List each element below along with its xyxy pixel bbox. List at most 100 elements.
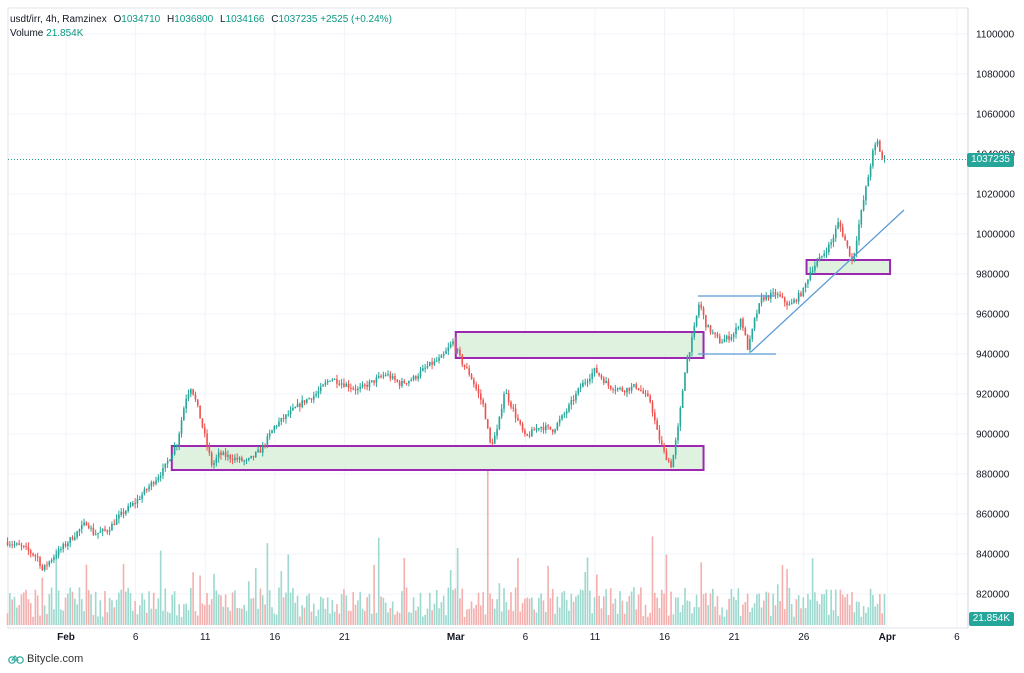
volume-badge: 21.854K (968, 612, 1014, 626)
candle-body (220, 452, 222, 455)
candle-body (640, 389, 642, 391)
candle-body (352, 388, 355, 390)
y-tick-label: 940000 (976, 350, 1010, 361)
volume-bar (728, 598, 730, 625)
volume-bar (431, 610, 433, 625)
volume-bar (828, 614, 830, 625)
candle-body (758, 303, 761, 314)
candle-body (217, 452, 220, 458)
candle-body (865, 186, 867, 201)
candle-body (737, 327, 740, 329)
candle-body (533, 429, 535, 431)
ohlc-line: usdt/irr, 4h, Ramzinex O1034710 H1036800… (10, 14, 392, 25)
candle-body (763, 297, 765, 300)
volume-bar (248, 581, 250, 625)
candle-body (375, 377, 378, 383)
volume-bar (190, 588, 192, 625)
low-value: 1034166 (225, 14, 265, 25)
candle-body (633, 384, 635, 387)
candle-body (816, 261, 819, 266)
x-tick-label: Mar (447, 632, 465, 643)
candle-body (651, 402, 654, 413)
candle-body (839, 222, 842, 228)
volume-bar (556, 596, 559, 625)
candle-body (250, 455, 252, 459)
volume-bar (786, 569, 788, 625)
candle-body (426, 365, 429, 368)
x-tick-label: Feb (57, 632, 75, 643)
x-tick-label: 6 (133, 632, 139, 643)
candle-body (526, 434, 529, 436)
candle-body (280, 417, 283, 422)
volume-bar (876, 603, 879, 625)
candle-body (178, 433, 181, 446)
candle-body (459, 349, 461, 356)
volume-bar (387, 612, 389, 625)
y-tick-label: 1100000 (976, 30, 1015, 41)
candle-body (591, 372, 593, 379)
volume-bar (306, 595, 308, 625)
candle-body (64, 544, 67, 546)
candle-body (686, 358, 689, 373)
candle-body (684, 372, 686, 391)
candle-body (716, 334, 719, 337)
candle-body (257, 449, 259, 453)
volume-bar (484, 614, 487, 625)
volume-bar (271, 607, 273, 625)
volume-bar (36, 595, 39, 625)
candle-body (238, 457, 241, 460)
volume-bar (577, 594, 580, 625)
candle-body (125, 511, 127, 514)
volume-bar (113, 607, 116, 625)
volume-bar (575, 596, 577, 625)
volume-bar (111, 600, 113, 625)
volume-bar (208, 604, 211, 625)
volume-bar (234, 590, 236, 625)
volume-bar (691, 613, 693, 625)
volume-bar (252, 597, 255, 625)
candle-body (807, 280, 809, 284)
volume-bar (860, 616, 863, 625)
candle-body (141, 494, 143, 500)
volume-bar (34, 589, 37, 625)
candle-body (872, 150, 874, 167)
candle-body (32, 553, 34, 556)
candle-body (155, 480, 157, 485)
candle-body (206, 433, 208, 446)
candle-body (46, 564, 48, 566)
candle-body (841, 227, 844, 237)
candle-body (797, 292, 800, 302)
candle-body (772, 292, 774, 294)
price-axis: 1100000108000010600001040000102000010000… (967, 8, 1015, 628)
volume-bar (542, 600, 545, 625)
volume-bar (867, 607, 870, 625)
volume-bar (301, 605, 303, 625)
volume-bar (213, 573, 215, 625)
volume-bar (524, 598, 526, 625)
candle-body (519, 420, 522, 424)
candle-body (248, 458, 250, 460)
volume-bar (790, 603, 793, 625)
candle-body (312, 395, 315, 400)
candle-body (83, 522, 85, 526)
volume-bar (586, 557, 589, 625)
volume-bar (241, 608, 243, 625)
candle-body (788, 304, 791, 306)
volume-bar (763, 600, 765, 625)
candle-body (194, 394, 197, 400)
candle-body (542, 426, 545, 431)
candle-body (456, 349, 459, 351)
volume-bar (319, 596, 322, 625)
candle-body (398, 381, 401, 386)
candle-body (844, 236, 846, 241)
volume-bar (127, 588, 129, 625)
volume-bar (210, 599, 213, 625)
candle-body (55, 555, 58, 558)
volume-bar (222, 606, 225, 625)
brand-name: Bitycle.com (27, 653, 84, 665)
volume-bar (122, 563, 125, 625)
volume-bar (67, 593, 69, 625)
volume-bar (361, 608, 364, 625)
candle-body (173, 446, 176, 455)
